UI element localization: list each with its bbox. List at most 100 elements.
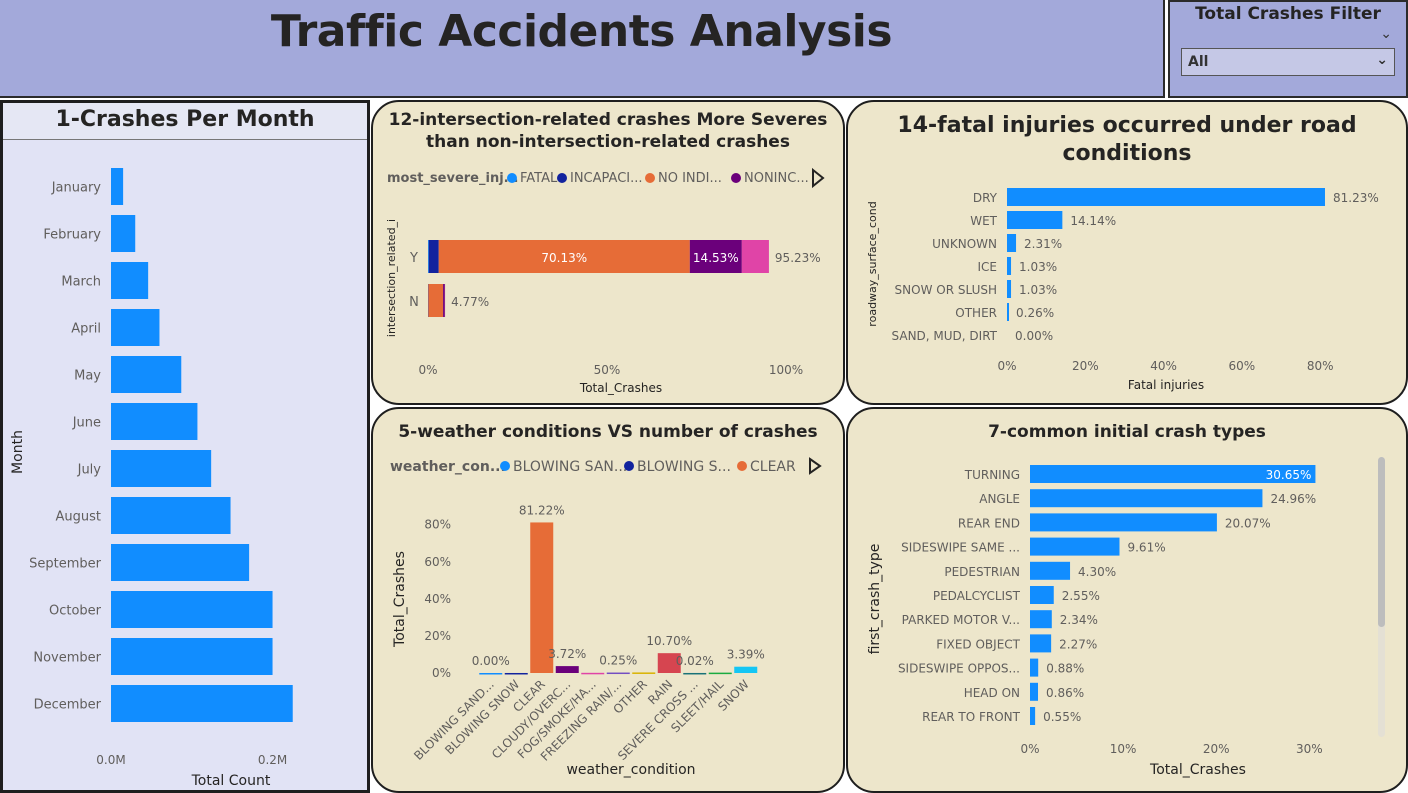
category-label: December [34,698,102,713]
bar [111,403,198,440]
data-label: 2.27% [1059,637,1097,651]
category-label: September [29,557,102,572]
chart-scrollbar[interactable] [1378,457,1385,737]
data-label: 70.13% [541,251,587,265]
category-label: Y [409,251,418,266]
category-label: June [72,416,101,431]
bar-segment [438,240,690,273]
panel-title: 1-Crashes Per Month [3,103,367,140]
category-label: PARKED MOTOR V... [902,613,1020,627]
legend-marker [624,461,634,471]
category-label: October [49,604,102,619]
bar [530,522,554,673]
total-label: 4.77% [451,295,489,309]
bar-segment [428,284,444,317]
bar [555,666,579,673]
dashboard-header: Traffic Accidents Analysis [0,0,1165,98]
data-label: 0.00% [472,654,510,668]
bar [1030,682,1039,701]
legend-item: INCAPACI... [570,171,643,186]
scrollbar-thumb[interactable] [1378,457,1385,627]
legend-item: CLEAR [750,459,796,475]
y-axis-label: roadway_surface_cond [866,201,879,326]
category-label: OTHER [955,306,997,320]
y-axis-label: intersection_related_i [385,219,398,337]
tick-label: 30% [1296,742,1323,756]
category-label: TURNING [964,468,1020,482]
bar [1007,188,1325,206]
crash-types-card: 7-common initial crash types TURNING 30.6… [846,407,1408,793]
data-label: 4.30% [1078,565,1116,579]
bar [1030,586,1054,604]
tick-label: 20% [424,629,451,643]
tick-label: 40% [1150,359,1177,373]
bar [504,672,528,675]
category-label: SIDESWIPE SAME ... [901,541,1020,555]
legend-item: NONINC... [744,171,809,186]
bar [111,685,293,722]
legend-marker [500,461,510,471]
bar [111,356,182,393]
filter-dropdown[interactable]: All ⌄ [1181,48,1395,76]
filter-selected-value: All [1188,54,1209,70]
bar [111,309,160,346]
bar [581,672,605,675]
x-axis-label: Total_Crashes [579,381,662,395]
tick-label: 20% [1203,742,1230,756]
legend-marker [507,173,517,183]
crashes-per-month-chart: January February March April May June July Augu… [10,168,293,789]
tick-label: 0% [997,359,1016,373]
panel-title: 5-weather conditions VS number of crashe… [398,422,818,442]
intersection-stacked-bar-chart: most_severe_inj... FATAL INCAPACI... NO IND… [385,167,825,395]
bar [1030,465,1316,483]
chevron-down-icon[interactable]: ⌄ [1380,26,1392,42]
bar-segment [741,240,769,273]
legend-title: weather_con... [390,459,506,475]
data-label: 30.65% [1266,468,1312,482]
tick-label: 60% [1229,359,1256,373]
data-label: 1.03% [1019,283,1057,297]
category-label: PEDALCYCLIST [933,589,1021,603]
tick-label: 0.0M [96,753,125,767]
y-axis-label: Total_Crashes [392,551,408,648]
bar [1030,634,1052,653]
category-label: February [43,228,101,243]
panel-title: 14-fatal injuries occurred under road co… [848,112,1406,168]
bar [111,497,231,534]
bar [734,666,758,673]
total-crashes-filter: Total Crashes Filter ⌄ All ⌄ [1168,0,1408,98]
category-label: January [51,181,102,196]
bar [632,672,656,674]
data-label: 2.55% [1062,589,1100,603]
data-label: 0.00% [1015,329,1053,343]
tick-label: 50% [594,363,621,377]
legend-marker [737,461,747,471]
category-label: FIXED OBJECT [936,637,1020,651]
tick-label: 0% [418,363,437,377]
category-label: March [61,275,101,290]
category-label: REAR TO FRONT [922,710,1021,724]
data-label: 3.39% [727,648,765,662]
category-label: ANGLE [979,492,1020,506]
panel-title-line1: 12-intersection-related crashes More Sev… [388,110,828,130]
tick-label: 0% [432,666,451,680]
panel-title: 12-intersection-related crashes More Sev… [373,109,843,153]
page-title: Traffic Accidents Analysis [270,6,893,57]
panel-title-line2: than non-intersection-related crashes [426,132,790,152]
bar [1007,211,1063,229]
category-label: REAR END [958,516,1020,530]
panel-title: 7-common initial crash types [988,422,1266,442]
bar [111,215,136,252]
tick-label: 100% [769,363,803,377]
crashes-per-month-panel: 1-Crashes Per Month January February March… [0,100,370,793]
data-label: 14.53% [693,251,739,265]
bar [1030,489,1263,508]
legend-item: FATAL [520,171,558,186]
bar [1007,280,1012,298]
bar [111,262,149,299]
category-label: August [56,510,102,525]
category-label: UNKNOWN [932,237,997,251]
bar [1007,257,1012,275]
data-label: 1.03% [1019,260,1057,274]
legend-item: NO INDI... [658,171,722,186]
